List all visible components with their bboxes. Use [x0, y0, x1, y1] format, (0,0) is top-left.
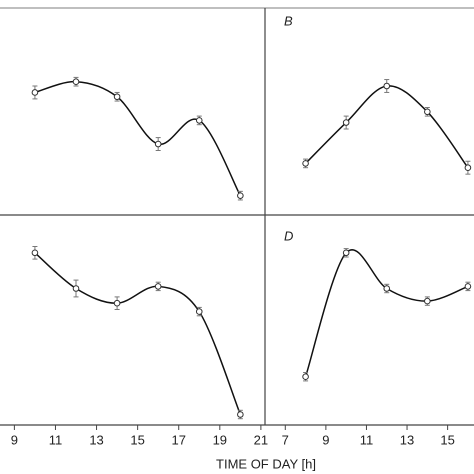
x-tick-label: 21 [254, 432, 268, 447]
x-tick-label: 11 [360, 432, 374, 447]
x-tick-label: 13 [89, 432, 103, 447]
fit-line [305, 85, 469, 169]
x-tick-label: 15 [130, 432, 144, 447]
x-tick-label: 7 [282, 432, 289, 447]
data-point [464, 283, 472, 290]
panel-label: D [284, 228, 293, 243]
fit-line [34, 80, 242, 197]
data-point [424, 108, 431, 116]
data-point [72, 78, 80, 85]
fit-line [34, 252, 242, 415]
data-point [154, 283, 162, 290]
x-tick-label: 15 [440, 432, 454, 447]
data-point [195, 308, 203, 315]
data-point [302, 160, 309, 167]
data-point [342, 249, 350, 257]
panel-label: B [284, 13, 293, 28]
x-tick-label: 9 [322, 432, 329, 447]
data-point [237, 411, 244, 418]
x-tick-label: 9 [11, 432, 18, 447]
data-point [195, 117, 203, 124]
data-point [113, 93, 121, 101]
data-point [113, 299, 121, 307]
fit-line [304, 249, 469, 377]
data-point [342, 119, 350, 126]
x-axis-label: TIME OF DAY [h] [216, 456, 316, 471]
data-point [154, 140, 162, 148]
data-point [31, 89, 39, 96]
data-point [302, 373, 309, 381]
data-point [31, 249, 39, 257]
data-point [72, 285, 80, 292]
data-point [424, 297, 431, 305]
x-tick-label: 17 [171, 432, 185, 447]
data-point [383, 285, 391, 292]
data-point [383, 82, 391, 90]
x-tick-label: 11 [49, 432, 63, 447]
data-point [464, 164, 472, 171]
x-tick-label: 19 [213, 432, 227, 447]
x-tick-label: 13 [400, 432, 414, 447]
data-point [237, 192, 244, 199]
